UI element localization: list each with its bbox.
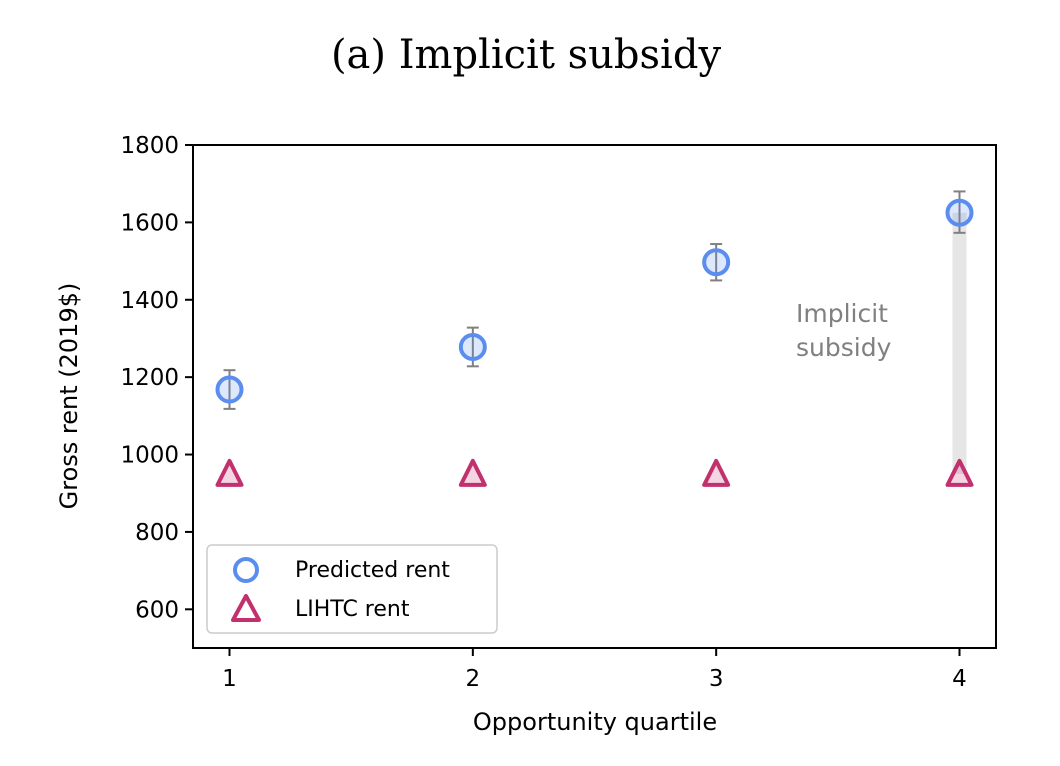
y-tick-label: 1400 <box>120 288 179 314</box>
predicted-rent-point <box>945 198 974 227</box>
lihtc-rent-point <box>458 458 487 487</box>
legend-predicted-label: Predicted rent <box>295 558 450 583</box>
legend-predicted-marker <box>233 557 259 583</box>
y-tick-label: 1200 <box>120 365 179 391</box>
chart-title: (a) Implicit subsidy <box>331 32 722 78</box>
plot-area: 600 800 1000 1200 1400 1600 1800 1 2 3 4 <box>120 133 997 692</box>
annotation-line-1: Implicit <box>796 299 888 328</box>
predicted-rent-point <box>702 248 731 277</box>
lihtc-rent-point <box>945 458 974 487</box>
subsidy-bar <box>952 212 967 474</box>
y-tick-label: 1800 <box>120 133 179 159</box>
x-tick-label: 4 <box>952 666 967 692</box>
predicted-rent-point <box>458 332 487 361</box>
predicted-rent-point <box>215 375 244 404</box>
y-tick-label: 800 <box>135 520 179 546</box>
legend-lihtc-marker <box>231 594 261 622</box>
legend: Predicted rent LIHTC rent <box>206 544 498 634</box>
y-tick-label: 1600 <box>120 210 179 236</box>
x-axis-label: Opportunity quartile <box>473 708 717 736</box>
lihtc-rent-point <box>702 458 731 487</box>
y-axis-label: Gross rent (2019$) <box>55 283 83 510</box>
legend-frame <box>206 544 498 634</box>
annotation-line-2: subsidy <box>796 333 892 362</box>
x-tick-label: 2 <box>466 666 481 692</box>
plot-frame <box>192 144 997 649</box>
y-tick-label: 600 <box>135 597 179 623</box>
x-tick-label: 1 <box>222 666 237 692</box>
implicit-subsidy-annotation: Implicit subsidy <box>796 299 896 362</box>
lihtc-rent-point <box>215 458 244 487</box>
legend-lihtc-label: LIHTC rent <box>295 597 410 622</box>
x-tick-label: 3 <box>709 666 724 692</box>
y-tick-label: 1000 <box>120 443 179 469</box>
